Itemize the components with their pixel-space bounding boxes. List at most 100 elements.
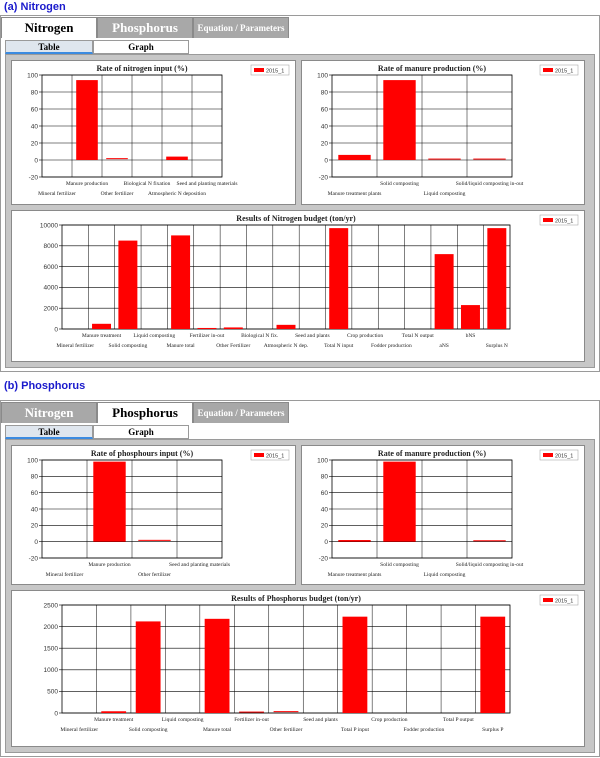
category-label: Biological N fixation [124, 180, 171, 187]
chart-title: Rate of manure production (%) [378, 64, 486, 73]
category-label: Fodder production [403, 727, 444, 733]
category-label: Crop production [347, 333, 383, 339]
bar [223, 327, 243, 329]
subtab-graph[interactable]: Graph [93, 40, 189, 54]
tab-phosphorus[interactable]: Phosphorus [97, 17, 193, 38]
bar [135, 621, 161, 713]
y-tick-label: 60 [31, 106, 39, 113]
subtab-table[interactable]: Table [5, 425, 93, 439]
nitrogen-window: Nitrogen Phosphorus Equation / Parameter… [0, 15, 600, 372]
y-tick-label: 1000 [44, 667, 59, 674]
bar [101, 711, 127, 713]
category-label: Solid/liquid composting in-out [456, 181, 524, 187]
bar [460, 305, 480, 329]
category-label: Surplus N [486, 343, 508, 349]
bar [166, 156, 188, 160]
category-label: Other fertilizer [101, 190, 134, 197]
category-label: Seed and plants [295, 333, 330, 339]
legend-box [539, 449, 579, 461]
chart-title: Results of Nitrogen budget (ton/yr) [236, 214, 356, 223]
y-tick-label: 0 [324, 157, 328, 164]
legend-swatch [543, 68, 553, 72]
view-subtabs: Table Graph [5, 425, 195, 439]
tab-nitrogen[interactable]: Nitrogen [1, 402, 97, 423]
bar [118, 240, 138, 329]
category-label: Solid composting [109, 343, 148, 349]
chart-title: Rate of nitrogen input (%) [97, 64, 188, 73]
y-tick-label: 2500 [44, 602, 59, 609]
legend-label: 2015_1 [555, 599, 573, 605]
legend-box [250, 64, 290, 76]
category-label: Solid/liquid composting in-out [456, 562, 524, 568]
y-tick-label: 20 [31, 523, 39, 530]
category-label: Mineral fertilizer [46, 571, 84, 578]
view-subtabs: Table Graph [5, 40, 195, 54]
phosphorus-budget-chart: Results of Phosphorus budget (ton/yr) 0 50… [44, 594, 579, 733]
subtab-graph[interactable]: Graph [93, 425, 189, 439]
y-tick-label: 40 [321, 506, 329, 513]
subtab-table[interactable]: Table [5, 40, 93, 54]
bar [276, 324, 296, 329]
y-tick-label: 40 [31, 123, 39, 130]
category-label: Seed and planting materials [177, 181, 238, 187]
y-tick-label: 40 [31, 506, 39, 513]
graph-area: Rate of phosphours input (%) -20 0 20 40 60 80… [5, 439, 595, 753]
bar [106, 158, 128, 160]
bar [197, 327, 217, 329]
y-tick-label: 2000 [44, 624, 59, 631]
y-tick-label: -20 [319, 174, 329, 181]
legend-swatch [543, 218, 553, 222]
bar [383, 80, 416, 160]
category-label: Manure treatment [82, 333, 122, 339]
y-tick-label: 0 [34, 157, 38, 164]
category-label: Mineral fertilizer [60, 726, 98, 733]
bar [473, 540, 506, 542]
legend-label: 2015_1 [555, 219, 573, 225]
y-tick-label: 80 [31, 474, 39, 481]
bar [76, 80, 98, 160]
bar [428, 158, 461, 160]
chart-title: Rate of phosphours input (%) [91, 449, 194, 458]
bar [171, 235, 191, 329]
tab-nitrogen[interactable]: Nitrogen [1, 17, 97, 38]
bar [93, 461, 126, 542]
category-label: Manure treatment plants [328, 572, 382, 578]
legend-swatch [543, 598, 553, 602]
nitrogen-input-chart: Rate of nitrogen input (%) -20 0 20 40 60 80 10… [27, 64, 290, 197]
bar [273, 711, 299, 713]
bar [329, 228, 349, 329]
tab-equation-parameters[interactable]: Equation / Parameters [193, 402, 289, 423]
y-tick-label: -20 [29, 555, 39, 562]
section-label-phosphorus: (b) Phosphorus [4, 380, 86, 392]
category-label: Total P output [443, 717, 474, 723]
chart-panel-phosphorus-input: Rate of phosphours input (%) -20 0 20 40 60 80… [11, 445, 296, 585]
y-tick-label: 100 [317, 72, 328, 79]
legend-label: 2015_1 [266, 454, 284, 460]
bar [338, 540, 371, 542]
category-label: Liquid composting [162, 717, 204, 723]
category-label: Manure total [203, 727, 232, 733]
category-label: Manure total [166, 343, 195, 349]
y-tick-label: 80 [31, 89, 39, 96]
y-tick-label: 20 [321, 523, 329, 530]
category-label: bNS [466, 333, 476, 339]
y-tick-label: 60 [31, 490, 39, 497]
category-label: Mineral fertilizer [38, 190, 76, 197]
phosphorus-input-chart: Rate of phosphours input (%) -20 0 20 40 60 80… [27, 449, 290, 578]
category-label: Other fertilizer [138, 571, 171, 578]
bar [342, 616, 368, 713]
nitrogen-budget-chart: Results of Nitrogen budget (ton/yr) 0 2000… [40, 214, 579, 349]
section-label-nitrogen: (a) Nitrogen [4, 1, 66, 13]
y-tick-label: 10000 [40, 222, 58, 229]
y-tick-label: 0 [54, 710, 58, 717]
category-label: Fertilizer in-out [234, 717, 269, 723]
y-tick-label: 500 [47, 689, 58, 696]
tab-equation-parameters[interactable]: Equation / Parameters [193, 17, 289, 38]
category-label: Solid composting [380, 562, 419, 568]
bar [487, 228, 507, 329]
y-tick-label: 80 [321, 474, 329, 481]
y-tick-label: 40 [321, 123, 329, 130]
legend-swatch [543, 453, 553, 457]
tab-phosphorus[interactable]: Phosphorus [97, 402, 193, 423]
chart-title: Rate of manure production (%) [378, 449, 486, 458]
